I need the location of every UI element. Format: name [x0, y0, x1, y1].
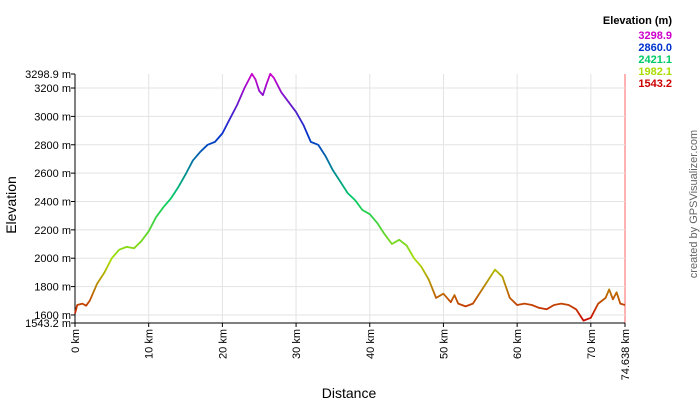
legend-value: 1982.1	[638, 66, 672, 78]
y-tick-label: 2000 m	[34, 253, 71, 265]
legend-value: 1543.2	[638, 78, 672, 90]
y-tick-label: 2600 m	[34, 168, 71, 180]
legend-title: Elevation (m)	[603, 15, 672, 27]
color-legend: Elevation (m) 3298.92860.02421.11982.115…	[603, 15, 672, 90]
y-tick-label: 1800 m	[34, 282, 71, 294]
x-tick-label: 40 km	[365, 329, 377, 359]
x-tick-label: 20 km	[217, 329, 229, 359]
legend-value: 2860.0	[638, 42, 672, 54]
plot-frame	[74, 74, 625, 324]
x-tick-label: 60 km	[512, 329, 524, 359]
x-axis-ticks: 0 km 10 km 20 km 30 km 40 km 50 km 60 km 70 km 7…	[70, 323, 632, 380]
y-tick-label: 1600 m	[34, 310, 71, 322]
x-tick-label: 50 km	[438, 329, 450, 359]
grid-lines	[75, 74, 626, 323]
y-tick-label: 2400 m	[34, 196, 71, 208]
y-tick-label: 3298.9 m	[25, 69, 71, 81]
y-tick-label: 3000 m	[34, 111, 71, 123]
x-axis-title: Distance	[322, 385, 377, 400]
elevation-series	[74, 72, 626, 322]
y-tick-label: 3200 m	[34, 83, 71, 95]
elevation-line	[74, 72, 626, 322]
y-tick-label: 2200 m	[34, 225, 71, 237]
y-tick-label: 1543.2 m	[25, 318, 71, 330]
x-tick-label: 10 km	[144, 329, 156, 359]
x-tick-label: 74.638 km	[620, 329, 632, 380]
y-axis-title: Elevation	[3, 176, 19, 234]
credit-text: created by GPSVisualizer.com	[688, 130, 700, 278]
y-tick-label: 2800 m	[34, 140, 71, 152]
legend-value: 2421.1	[638, 54, 672, 66]
x-tick-label: 0 km	[70, 329, 82, 353]
x-tick-label: 30 km	[291, 329, 303, 359]
x-tick-label: 70 km	[586, 329, 598, 359]
legend-value: 3298.9	[638, 30, 672, 42]
